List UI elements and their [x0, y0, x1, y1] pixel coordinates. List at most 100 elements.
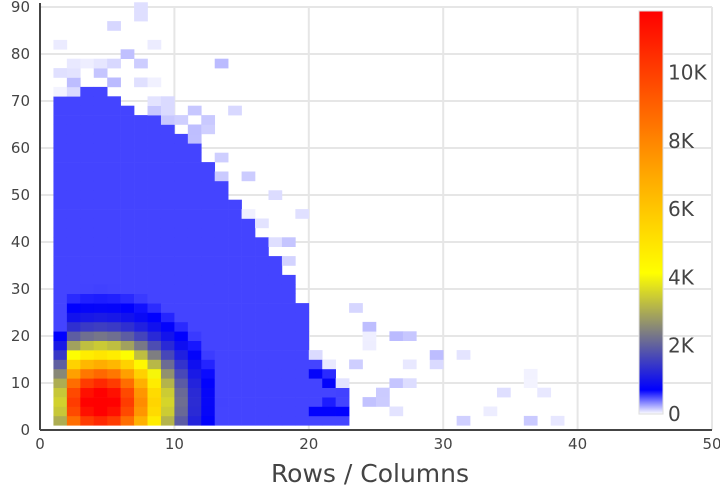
heatmap-cell — [201, 350, 216, 360]
heatmap-cell — [93, 274, 108, 285]
heatmap-cell — [80, 218, 95, 229]
heatmap-cell — [174, 218, 189, 229]
heatmap-cell — [66, 68, 81, 78]
heatmap-cell — [160, 199, 175, 210]
heatmap-cell — [295, 415, 310, 426]
heatmap-cell — [255, 265, 269, 276]
heatmap-cell — [295, 368, 310, 379]
heatmap-cell — [147, 171, 162, 182]
heatmap-cell — [107, 293, 121, 304]
heatmap-cell — [241, 274, 256, 285]
heatmap-cell — [174, 133, 189, 144]
heatmap-cell — [241, 265, 256, 276]
heatmap-cell — [66, 340, 81, 351]
heatmap-cell — [201, 246, 216, 257]
heatmap-cell — [160, 274, 175, 285]
heatmap-cell — [160, 162, 175, 172]
heatmap-cell — [214, 237, 229, 247]
heatmap-cell — [134, 199, 148, 210]
heatmap-cell — [66, 199, 81, 210]
heatmap-cell — [241, 284, 256, 294]
heatmap-cell — [268, 397, 283, 407]
heatmap-cell — [120, 256, 135, 266]
heatmap-cell — [93, 68, 108, 78]
heatmap-cell — [80, 115, 95, 125]
heatmap-cell — [268, 293, 283, 304]
heatmap-cell — [107, 180, 121, 191]
heatmap-cell — [80, 105, 95, 116]
heatmap-cell — [174, 303, 189, 313]
heatmap-cell — [53, 124, 68, 135]
colorbar-tick-label: 4K — [668, 265, 695, 289]
heatmap-cell — [147, 124, 162, 135]
heatmap-cell — [107, 124, 121, 135]
heatmap-cell — [160, 171, 175, 182]
heatmap-cell — [53, 143, 68, 153]
heatmap-cell — [147, 209, 162, 219]
heatmap-cell — [174, 397, 189, 407]
heatmap-cell — [134, 321, 148, 332]
heatmap-cell — [389, 406, 404, 417]
heatmap-cell — [187, 105, 202, 116]
heatmap-cell — [80, 406, 95, 417]
heatmap-cell — [147, 293, 162, 304]
heatmap-cell — [134, 171, 148, 182]
heatmap-cell — [66, 387, 81, 398]
heatmap-cell — [66, 368, 81, 379]
heatmap-cell — [160, 284, 175, 294]
heatmap-cell — [255, 368, 269, 379]
heatmap-cell — [295, 406, 310, 417]
heatmap-cell — [174, 368, 189, 379]
heatmap-cell — [523, 415, 538, 426]
heatmap-cell — [201, 303, 216, 313]
heatmap-cell — [53, 331, 68, 341]
heatmap-cell — [93, 162, 108, 172]
heatmap-cell — [187, 350, 202, 360]
heatmap-cell — [53, 406, 68, 417]
heatmap-cell — [147, 227, 162, 238]
heatmap-cell — [295, 359, 310, 370]
heatmap-cell — [214, 406, 229, 417]
heatmap-cell — [255, 246, 269, 257]
heatmap-cell — [295, 397, 310, 407]
heatmap-cell — [281, 406, 296, 417]
heatmap-cell — [66, 171, 81, 182]
heatmap-cell — [255, 415, 269, 426]
heatmap-cell — [107, 350, 121, 360]
heatmap-cell — [53, 368, 68, 379]
heatmap-cell — [53, 162, 68, 172]
heatmap-cell — [147, 190, 162, 200]
heatmap-cell — [201, 331, 216, 341]
heatmap-cell — [120, 397, 135, 407]
heatmap-cell — [201, 115, 216, 125]
heatmap-cell — [107, 105, 121, 116]
heatmap-cell — [80, 321, 95, 332]
heatmap-cell — [107, 274, 121, 285]
heatmap-cell — [120, 368, 135, 379]
heatmap-cell — [322, 397, 336, 407]
y-tick-label: 60 — [11, 139, 30, 157]
heatmap-cell — [134, 387, 148, 398]
heatmap-cell — [241, 368, 256, 379]
heatmap-cell — [255, 321, 269, 332]
heatmap-cell — [268, 321, 283, 332]
heatmap-cell — [376, 397, 390, 407]
heatmap-cell — [214, 350, 229, 360]
heatmap-cell — [174, 162, 189, 172]
heatmap-cell — [160, 115, 175, 125]
heatmap-cell — [187, 359, 202, 370]
heatmap-cell — [241, 256, 256, 266]
heatmap-cell — [228, 218, 242, 229]
heatmap-cell — [295, 378, 310, 388]
heatmap-cell — [174, 143, 189, 153]
heatmap-cell — [174, 227, 189, 238]
heatmap-cell — [66, 274, 81, 285]
heatmap-cell — [93, 124, 108, 135]
heatmap-cell — [268, 190, 283, 200]
heatmap-cell — [93, 378, 108, 388]
heatmap-cell — [66, 265, 81, 276]
heatmap-cell — [80, 58, 95, 69]
heatmap-cell — [134, 2, 148, 12]
heatmap-cell — [107, 331, 121, 341]
